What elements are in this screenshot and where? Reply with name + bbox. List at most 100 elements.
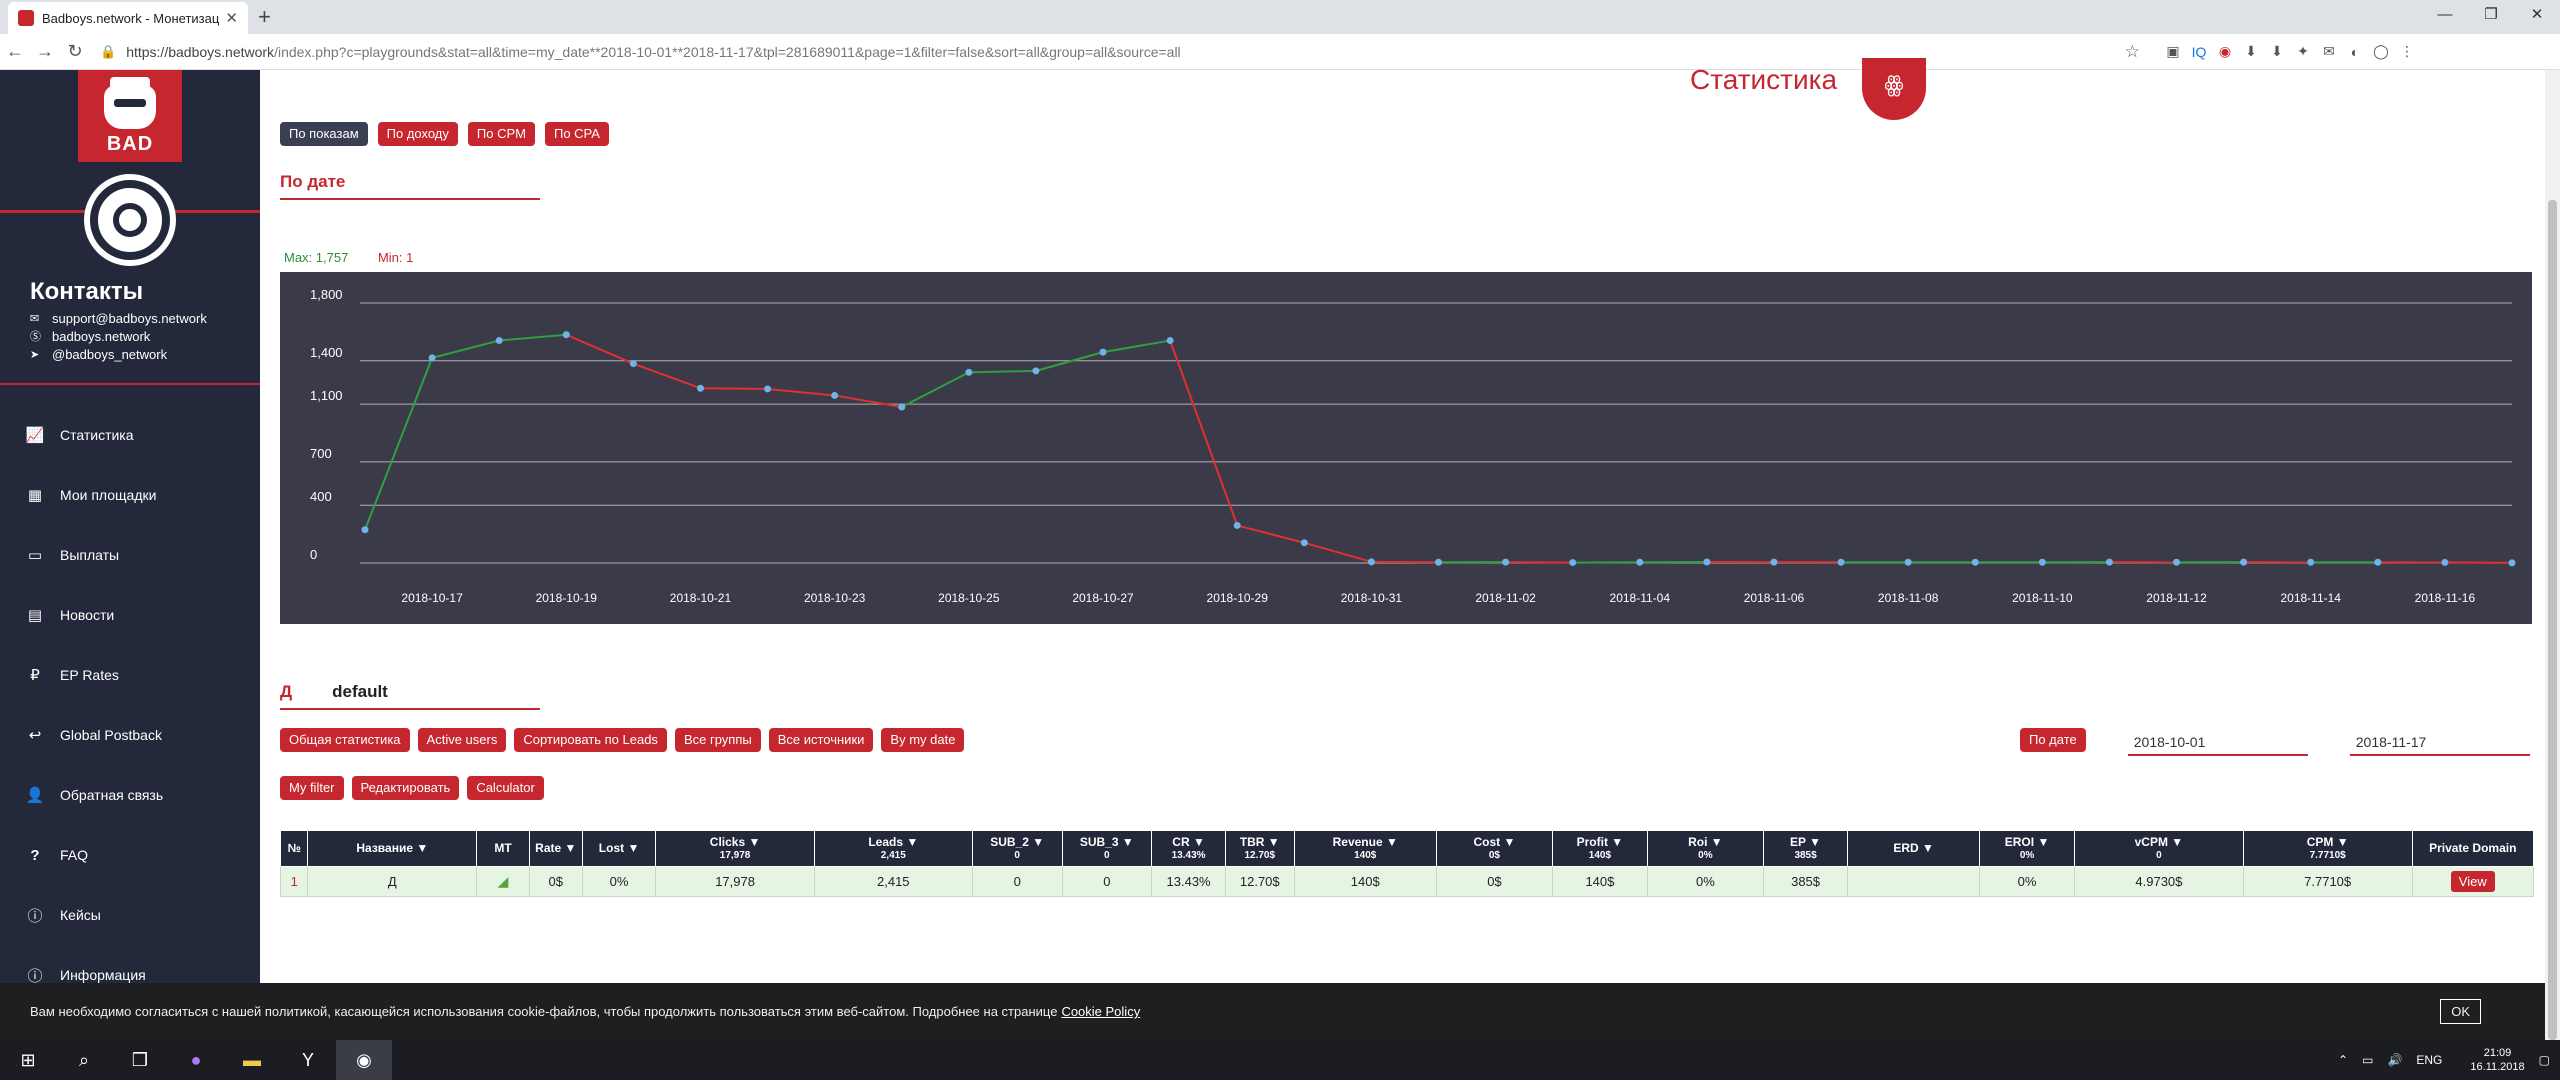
tray-up-icon[interactable]: ⌃	[2338, 1053, 2349, 1067]
tab-close-icon[interactable]: ✕	[225, 10, 238, 27]
sort-by-leads-button[interactable]: Сортировать по Leads	[514, 728, 667, 752]
sidebar-item-cases[interactable]: ⓘ Кейсы	[0, 885, 260, 945]
view-button[interactable]: View	[2450, 871, 2495, 892]
maximize-icon[interactable]: ❐	[2484, 6, 2498, 23]
column-header[interactable]: ERD ▼	[1847, 830, 1981, 867]
sidebar-item-my-sites[interactable]: ▦ Мои площадки	[0, 465, 260, 525]
contacts-title: Контакты	[30, 278, 144, 305]
page-scrollbar[interactable]	[2545, 70, 2560, 1040]
sidebar-item-information[interactable]: ⓘ Информация	[0, 945, 260, 1005]
by-my-date-button[interactable]: By my date	[881, 728, 965, 752]
column-header[interactable]: Profit ▼ 140$	[1551, 830, 1648, 867]
scrollbar-thumb[interactable]	[2548, 200, 2557, 1040]
search-icon[interactable]: ⌕	[78, 1049, 90, 1070]
reload-icon[interactable]: ↻	[67, 41, 83, 61]
cookie-policy-link[interactable]: Cookie Policy	[1061, 1004, 1141, 1019]
sidebar-item-payouts[interactable]: ▭ Выплаты	[0, 525, 260, 585]
address-bar[interactable]: 🔒 https://badboys.network/index.php?c=pl…	[100, 38, 2140, 66]
column-header[interactable]: Название ▼	[307, 830, 478, 867]
column-header[interactable]: Leads ▼ 2,415	[813, 830, 973, 867]
volume-icon[interactable]: 🔊	[2387, 1053, 2403, 1067]
column-header[interactable]: Roi ▼ 0%	[1646, 830, 1764, 867]
iq-extension-icon[interactable]: IQ	[2191, 43, 2207, 60]
column-header[interactable]: Cost ▼ 0$	[1435, 830, 1553, 867]
column-header[interactable]: CPM ▼ 7.7710$	[2242, 830, 2413, 867]
calculator-button[interactable]: Calculator	[467, 776, 544, 800]
my-filter-button[interactable]: My filter	[280, 776, 344, 800]
y-tick-label: 700	[310, 446, 332, 461]
network-icon[interactable]: ▭	[2362, 1053, 2374, 1067]
contact-email[interactable]: ✉ support@badboys.network	[30, 310, 207, 328]
extension-icon[interactable]: ▣	[2166, 43, 2180, 59]
tab-impressions[interactable]: По показам	[280, 122, 368, 146]
sidebar-item-faq[interactable]: ? FAQ	[0, 825, 260, 885]
clock[interactable]: 21:09 16.11.2018	[2456, 1046, 2524, 1074]
tab-income[interactable]: По доходу	[377, 122, 458, 146]
column-header[interactable]: №	[279, 830, 309, 867]
tab-cpm[interactable]: По CPM	[467, 122, 535, 146]
column-header-label: CPM ▼	[2306, 834, 2349, 849]
column-header[interactable]: Lost ▼	[581, 830, 657, 867]
column-header[interactable]: SUB_2 ▼ 0	[971, 830, 1063, 867]
back-icon[interactable]: ←	[6, 41, 24, 61]
close-window-icon[interactable]: ✕	[2530, 6, 2544, 23]
download2-extension-icon[interactable]: ⬇	[2271, 43, 2283, 59]
chrome-icon[interactable]: ◉	[336, 1040, 392, 1080]
spy-extension-icon[interactable]: ◐	[2350, 43, 2360, 60]
bookmark-star-icon[interactable]: ☆	[2124, 41, 2140, 61]
column-header[interactable]: CR ▼ 13.43%	[1151, 830, 1226, 867]
active-users-button[interactable]: Active users	[417, 728, 507, 752]
puzzle-extension-icon[interactable]: ✦	[2297, 43, 2309, 59]
profile-icon[interactable]: ◯	[2373, 43, 2389, 59]
data-point	[2508, 559, 2516, 567]
column-header[interactable]: MT	[476, 830, 530, 867]
line-chart[interactable]: 1,800 1,400 1,100 700 400 0 2018-10-17 2018-10-…	[280, 272, 2532, 624]
column-header[interactable]: Rate ▼	[528, 830, 583, 867]
new-tab-icon[interactable]: +	[258, 4, 271, 29]
notifications-icon[interactable]: ▢	[2538, 1053, 2550, 1067]
table-cell: 13.43%	[1151, 866, 1226, 897]
all-groups-button[interactable]: Все группы	[674, 728, 761, 752]
column-header-total: 2,415	[880, 849, 906, 861]
by-date-button[interactable]: По дате	[2020, 728, 2086, 752]
data-point	[2240, 558, 2248, 566]
cookie-ok-button[interactable]: OK	[2440, 999, 2481, 1024]
task-view-icon[interactable]: ❒	[131, 1049, 149, 1070]
general-stats-button[interactable]: Общая статистика	[280, 728, 410, 752]
column-header[interactable]: TBR ▼ 12.70$	[1224, 830, 1295, 867]
brand-logo[interactable]: BAD	[78, 70, 182, 162]
mail-extension-icon[interactable]: ✉	[2323, 43, 2335, 59]
language-indicator[interactable]: ENG	[2416, 1053, 2443, 1067]
column-header[interactable]: vCPM ▼ 0	[2074, 830, 2244, 867]
all-sources-button[interactable]: Все источники	[768, 728, 874, 752]
date-from-field[interactable]: 2018-10-01	[2127, 728, 2308, 756]
edit-button[interactable]: Редактировать	[351, 776, 460, 800]
column-header[interactable]: Clicks ▼ 17,978	[655, 830, 815, 867]
file-explorer-icon[interactable]: ▬	[243, 1049, 261, 1070]
tab-cpa[interactable]: По CPA	[544, 122, 609, 146]
column-header[interactable]: EP ▼ 385$	[1762, 830, 1849, 867]
sidebar-item-global-postback[interactable]: ↩ Global Postback	[0, 705, 260, 765]
sidebar-item-ep-rates[interactable]: ₽ EP Rates	[0, 645, 260, 705]
yandex-browser-icon[interactable]: Y	[301, 1049, 314, 1070]
date-to-field[interactable]: 2018-11-17	[2349, 728, 2530, 756]
sidebar-item-feedback[interactable]: 👤 Обратная связь	[0, 765, 260, 825]
column-header[interactable]: EROI ▼ 0%	[1979, 830, 2076, 867]
forward-icon[interactable]: →	[36, 41, 54, 61]
minimize-icon[interactable]: —	[2437, 6, 2453, 23]
sidebar-item-news[interactable]: ▤ Новости	[0, 585, 260, 645]
windows-start-icon[interactable]: ⊞	[20, 1049, 36, 1070]
column-header[interactable]: SUB_3 ▼ 0	[1061, 830, 1153, 867]
column-header[interactable]: Private Domain	[2411, 830, 2535, 867]
opera-extension-icon[interactable]: ◉	[2218, 43, 2232, 59]
column-header[interactable]: Revenue ▼ 140$	[1293, 830, 1437, 867]
contact-telegram[interactable]: ➤ @badboys_network	[30, 346, 207, 364]
column-header-label: Clicks ▼	[709, 834, 761, 849]
browser-tab[interactable]: Badboys.network - Монетизаци ✕	[8, 2, 248, 34]
alice-icon[interactable]: ●	[190, 1049, 202, 1070]
download-extension-icon[interactable]: ⬇	[2245, 43, 2257, 59]
sidebar-item-statistics[interactable]: 📈 Статистика	[0, 405, 260, 465]
x-tick-label: 2018-11-14	[2280, 591, 2341, 605]
menu-dots-icon[interactable]: ⋮	[2400, 43, 2414, 59]
